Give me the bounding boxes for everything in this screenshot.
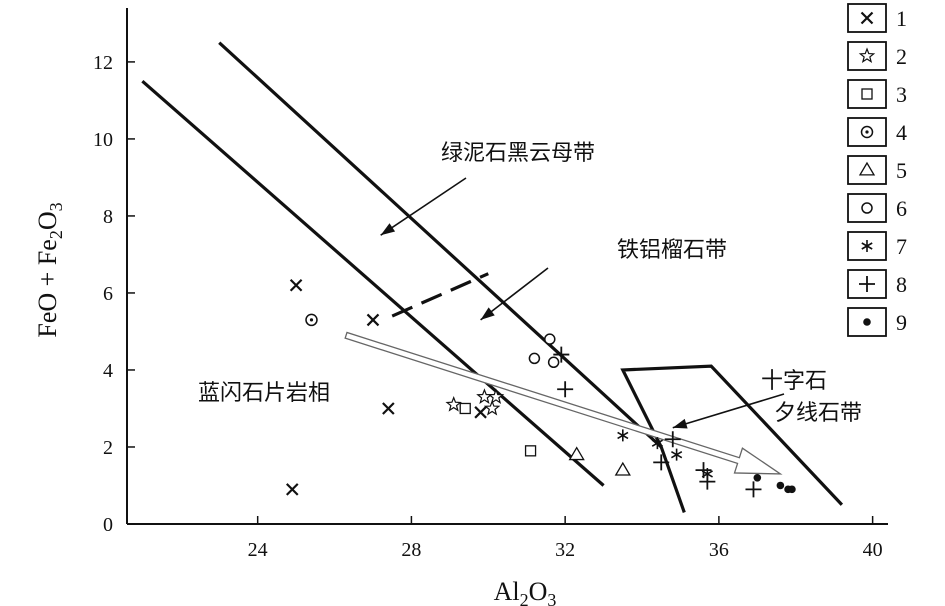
region-label: 夕线石带 xyxy=(774,401,862,426)
data-point-4 xyxy=(305,313,318,327)
legend-marker-8 xyxy=(859,276,875,292)
region-label: 蓝闪石片岩相 xyxy=(198,381,330,406)
y-tick-label: 4 xyxy=(103,360,113,382)
data-point-1 xyxy=(382,402,395,415)
data-point-7 xyxy=(651,437,663,450)
x-tick-label: 24 xyxy=(248,539,268,561)
legend-marker-7 xyxy=(861,240,873,252)
data-point-7 xyxy=(671,448,683,461)
y-tick-label: 8 xyxy=(103,206,113,228)
region-pointer-head xyxy=(672,418,688,429)
data-point-1 xyxy=(474,406,487,419)
x-axis-label-sub: 2 xyxy=(520,590,529,606)
data-point-8 xyxy=(557,381,574,398)
x-tick-label: 28 xyxy=(401,539,421,561)
legend-marker-5 xyxy=(858,161,876,176)
y-axis-label: FeO + Fe2O3 xyxy=(33,202,66,337)
legend-label: 7 xyxy=(896,234,907,259)
region-pointer-line xyxy=(380,177,467,236)
data-point-5 xyxy=(614,461,631,476)
legend-marker-1 xyxy=(860,11,874,25)
y-axis-label-part: O xyxy=(33,211,62,230)
region-pointer-head xyxy=(480,307,495,320)
x-axis-label-sub: 3 xyxy=(547,590,556,606)
data-point-8 xyxy=(695,462,712,479)
legend-label: 8 xyxy=(896,272,907,297)
data-point-9 xyxy=(776,481,785,490)
data-point-1 xyxy=(289,278,303,292)
y-axis-label-part: FeO + Fe xyxy=(33,239,62,337)
legend-marker-4-center xyxy=(865,130,869,134)
data-point-8 xyxy=(664,431,681,448)
legend-label: 6 xyxy=(896,196,907,221)
x-axis-label-part: O xyxy=(529,577,548,606)
legend-marker-2 xyxy=(858,47,876,64)
region-label: 铁铝榴石带 xyxy=(617,238,727,263)
region-pointer-line xyxy=(480,267,549,321)
data-point-8 xyxy=(699,473,716,490)
y-tick-label: 6 xyxy=(103,283,113,305)
data-point-2 xyxy=(445,395,462,412)
data-point-2 xyxy=(483,399,501,416)
data-point-1 xyxy=(285,483,299,496)
y-tick-label: 2 xyxy=(103,437,113,459)
data-point-4-center xyxy=(309,318,314,322)
legend-label: 4 xyxy=(896,120,907,145)
data-point-8 xyxy=(745,481,762,498)
legend-label: 1 xyxy=(896,6,907,31)
boundary-line xyxy=(218,41,686,513)
data-point-8 xyxy=(653,454,670,471)
region-pointer-head xyxy=(380,223,396,236)
data-point-3 xyxy=(459,402,471,415)
data-point-1 xyxy=(366,313,380,327)
legend-label: 5 xyxy=(896,158,907,183)
y-tick-label: 10 xyxy=(93,129,113,151)
legend: 1 2 3 4 5 6 7 8 9 xyxy=(847,3,907,337)
legend-marker-3 xyxy=(861,88,873,100)
x-tick-label: 40 xyxy=(863,539,883,561)
region-label: 十字石 xyxy=(761,369,827,394)
data-point-7 xyxy=(617,429,629,442)
data-point-6 xyxy=(528,352,541,365)
x-axis-label: Al2O3 xyxy=(494,577,557,606)
data-point-2 xyxy=(487,388,505,404)
x-tick-label: 36 xyxy=(709,539,729,561)
x-tick-label: 32 xyxy=(555,539,575,561)
legend-marker-9 xyxy=(863,318,871,326)
x-axis-label-part: Al xyxy=(494,577,520,606)
data-point-6 xyxy=(547,356,560,369)
data-point-3 xyxy=(524,445,537,457)
boundary-line xyxy=(391,272,489,318)
legend-marker-4 xyxy=(860,125,874,139)
data-point-8 xyxy=(553,346,570,363)
y-axis-label-sub: 3 xyxy=(46,202,66,211)
boundary-line xyxy=(620,364,844,506)
legend-marker-6 xyxy=(861,202,873,214)
y-tick-label: 12 xyxy=(93,52,113,74)
data-point-2 xyxy=(476,388,493,404)
region-label: 绿泥石黑云母带 xyxy=(441,141,595,166)
y-tick-label: 0 xyxy=(103,514,113,536)
legend-label: 9 xyxy=(896,310,907,335)
data-point-6 xyxy=(544,333,556,345)
legend-label: 2 xyxy=(896,44,907,69)
legend-label: 3 xyxy=(896,82,907,107)
data-point-9 xyxy=(788,485,796,494)
y-axis-label-sub: 2 xyxy=(46,230,66,239)
boundary-line xyxy=(141,79,605,487)
region-pointer-line xyxy=(672,393,785,429)
data-point-9 xyxy=(753,473,762,482)
data-point-5 xyxy=(568,446,585,461)
